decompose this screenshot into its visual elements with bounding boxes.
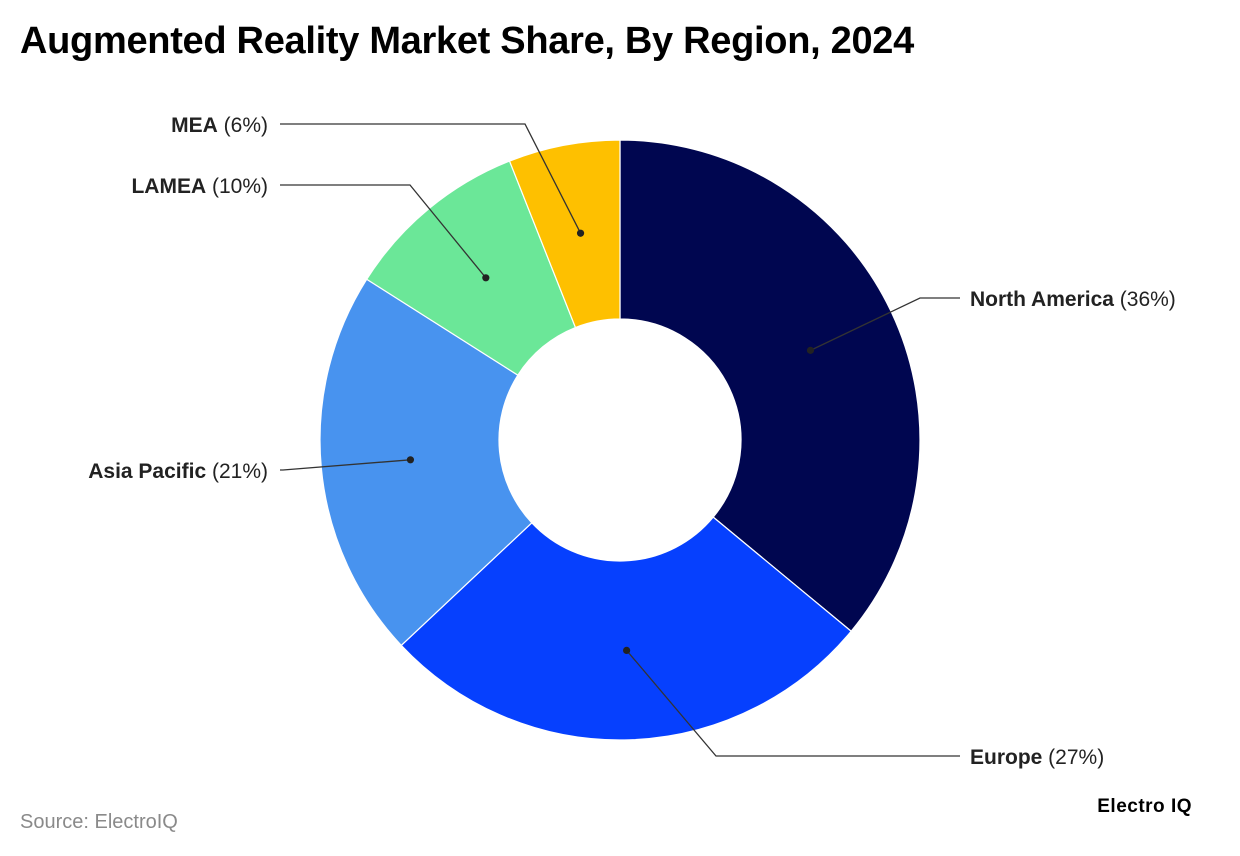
leader-line-asia-pacific	[280, 459, 411, 471]
label-value-europe: (27%)	[1042, 746, 1104, 769]
slice-asia-pacific	[319, 278, 533, 647]
label-north-america: North America (36%)	[970, 288, 1176, 311]
label-value-north-america: (36%)	[1114, 288, 1176, 311]
leader-line-europe	[626, 649, 960, 757]
label-name-asia-pacific: Asia Pacific	[88, 460, 206, 483]
leader-dot-mea	[576, 229, 585, 237]
slices-layer	[319, 139, 921, 741]
label-lamea: LAMEA (10%)	[131, 175, 268, 198]
leader-line-north-america	[810, 297, 960, 351]
leader-line-lamea	[280, 184, 487, 279]
leader-lines-layer	[280, 123, 960, 757]
label-name-north-america: North America	[970, 288, 1114, 311]
labels-layer: North America (36%) Europe (27%) Asia Paci…	[88, 114, 1176, 769]
source-note: Source: ElectroIQ	[20, 811, 178, 833]
label-name-lamea: LAMEA	[131, 175, 206, 198]
leader-dot-asia-pacific	[406, 456, 415, 464]
leader-dot-europe	[623, 646, 631, 654]
chart-title: Augmented Reality Market Share, By Regio…	[20, 20, 914, 62]
leader-dot-north-america	[806, 346, 815, 354]
label-mea: MEA (6%)	[171, 114, 268, 137]
label-asia-pacific: Asia Pacific (21%)	[88, 460, 268, 483]
label-value-mea: (6%)	[218, 114, 268, 137]
label-value-asia-pacific: (21%)	[206, 460, 268, 483]
leader-line-mea	[280, 123, 582, 234]
label-europe: Europe (27%)	[970, 746, 1104, 769]
brand-logo: Electro IQ	[1097, 796, 1192, 817]
leader-dot-lamea	[482, 274, 490, 282]
slice-north-america	[619, 139, 921, 633]
label-name-mea: MEA	[171, 114, 218, 137]
slice-europe	[400, 516, 852, 741]
label-name-europe: Europe	[970, 746, 1042, 769]
slice-lamea	[365, 160, 577, 376]
label-value-lamea: (10%)	[206, 175, 268, 198]
